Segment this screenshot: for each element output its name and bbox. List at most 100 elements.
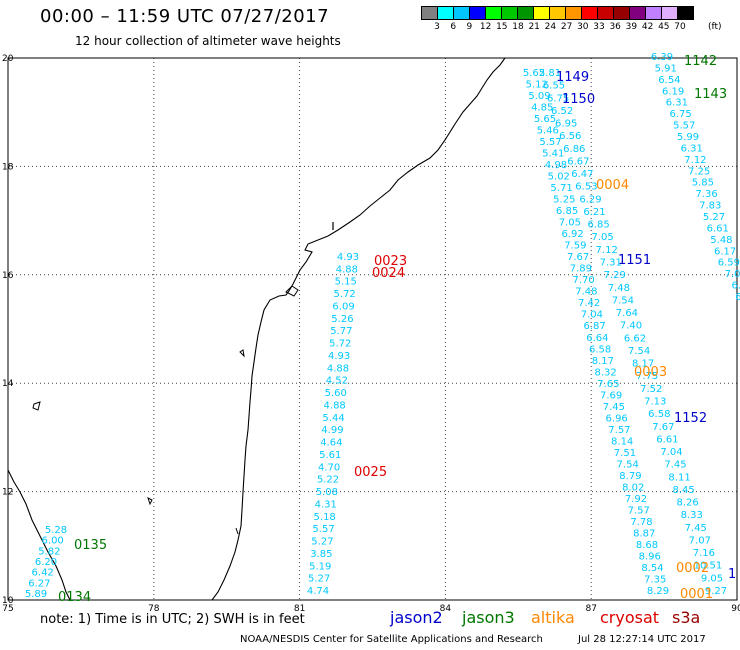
wave-height-value: 8.17 [632, 359, 654, 370]
wave-height-value: 6.67 [567, 156, 589, 167]
pass-label: 1149 [556, 70, 589, 85]
wave-height-value: 4.52 [326, 376, 348, 387]
wave-height-value: 6.96 [606, 413, 628, 424]
pass-label: 1142 [684, 54, 717, 69]
wave-height-value: 8.29 [647, 586, 669, 597]
wave-height-value: 8.02 [622, 482, 644, 493]
wave-height-value: 7.45 [664, 460, 686, 471]
axis-tick-labels: 75 78 81 84 87 90 20 18 16 14 12 10 [2, 54, 740, 614]
wave-height-value: 7.35 [644, 574, 666, 585]
wave-height-value: 7.92 [625, 494, 647, 505]
legend-item-s3a: s3a [672, 608, 701, 627]
wave-height-value: 6.64 [586, 333, 608, 344]
wave-height-value: 7.57 [628, 505, 650, 516]
wave-height-value: 7.12 [684, 155, 706, 166]
lat-tick-label: 20 [2, 54, 14, 64]
pass-label: 0134 [58, 590, 91, 605]
lat-tick-label: 12 [2, 488, 13, 498]
wave-height-value: 8.32 [595, 367, 617, 378]
lon-tick-label: 90 [731, 604, 740, 614]
wave-height-value: 5.12 [526, 80, 548, 91]
wave-height-value: 5.99 [677, 132, 699, 143]
pass-label: 1151 [618, 253, 651, 268]
color-scale-label: 21 [528, 22, 540, 32]
wave-height-value: 7.54 [628, 346, 650, 357]
pass-label: 0004 [596, 178, 629, 193]
wave-height-value: 6.85 [556, 206, 578, 217]
wave-height-value: 7.0 [725, 269, 740, 280]
wave-height-value: 7.59 [564, 241, 586, 252]
color-scale-unit: (ft) [708, 22, 722, 32]
pass-label: 0023 [374, 254, 407, 269]
wave-height-value: 5.91 [655, 63, 677, 74]
map-subtitle: 12 hour collection of altimeter wave hei… [75, 34, 341, 48]
pass-label: 0001 [680, 587, 713, 602]
wave-height-value: 8.11 [668, 472, 690, 483]
wave-height-value: 7.45 [603, 402, 625, 413]
altimeter-tracks: 4.934.885.155.726.095.265.775.724.934.88… [25, 52, 740, 600]
wave-height-value: 8.79 [619, 471, 641, 482]
color-scale-label: 36 [609, 22, 621, 32]
wave-height-value: 6.92 [561, 229, 583, 240]
lon-tick-label: 84 [440, 604, 452, 614]
wave-height-value: 8.87 [633, 528, 655, 539]
wave-height-value: 5.27 [311, 537, 333, 548]
wave-height-value: 5.22 [317, 475, 339, 486]
wave-height-value: 6.17 [714, 246, 736, 257]
wave-height-value: 7.75 [636, 371, 658, 382]
pass-label: 0025 [354, 465, 387, 480]
credit-line: NOAA/NESDIS Center for Satellite Applica… [240, 634, 543, 645]
color-scale-label: 45 [658, 22, 670, 32]
pass-label: 0135 [74, 538, 107, 553]
wave-height-value: 6.56 [559, 131, 581, 142]
wave-height-value: 4.70 [318, 462, 340, 473]
wave-height-value: 5.60 [325, 388, 347, 399]
color-scale-label: 70 [674, 22, 686, 32]
generated-timestamp: Jul 28 12:27:14 UTC 2017 [578, 634, 706, 645]
island-mark-3 [239, 349, 245, 358]
wave-height-value: 7.52 [640, 384, 662, 395]
wave-height-value: 7.64 [616, 308, 638, 319]
wave-height-value: 4.93 [328, 351, 350, 362]
wave-height-value: 7.70 [572, 275, 594, 286]
wave-height-value: 5.26 [331, 314, 353, 325]
wave-height-value: 5.85 [692, 178, 714, 189]
wave-height-value: 7.57 [608, 425, 630, 436]
wave-height-value: 4.74 [307, 586, 329, 597]
wave-height-value: 7.51 [614, 448, 636, 459]
color-scale-label: 12 [479, 22, 492, 32]
wave-height-value: 6.19 [662, 86, 684, 97]
wave-height-value: 7.45 [685, 523, 707, 534]
color-scale-label: 9 [466, 22, 473, 32]
color-scale-label: 18 [512, 22, 524, 32]
wave-height-value: 8.45 [672, 485, 694, 496]
wave-height-value: 6.53 [575, 182, 597, 193]
wave-height-value: 5.41 [542, 149, 564, 160]
wave-height-value: 6.59 [718, 258, 740, 269]
wave-height-value: 4.98 [545, 160, 567, 171]
wave-height-value: 4.99 [321, 425, 343, 436]
wave-height-value: 6.09 [332, 301, 354, 312]
wave-height-value: 5.02 [548, 172, 570, 183]
pass-label: 0003 [634, 365, 667, 380]
wave-height-value: 4.85 [531, 103, 553, 114]
wave-height-value: 7.67 [652, 422, 674, 433]
map-title: 00:00 – 11:59 UTC 07/27/2017 [40, 6, 330, 27]
wave-height-value: 4.31 [315, 499, 337, 510]
wave-height-value: 4.88 [336, 264, 358, 275]
wave-height-value: 5.48 [710, 235, 732, 246]
wave-height-value: 4.88 [324, 400, 346, 411]
wave-height-value: 7.65 [597, 379, 619, 390]
lat-tick-label: 16 [2, 271, 14, 281]
color-scale-label: 6 [450, 22, 457, 32]
lon-tick-label: 75 [2, 604, 13, 614]
legend-item-altika: altika [531, 608, 575, 627]
island-mark-2 [32, 401, 41, 411]
wave-height-value: 6.85 [587, 220, 609, 231]
island-mark-4 [147, 497, 153, 506]
wave-height-value: 6.61 [707, 223, 729, 234]
wave-height-value: 5.82 [38, 546, 60, 557]
wave-height-value: 8.17 [592, 356, 614, 367]
